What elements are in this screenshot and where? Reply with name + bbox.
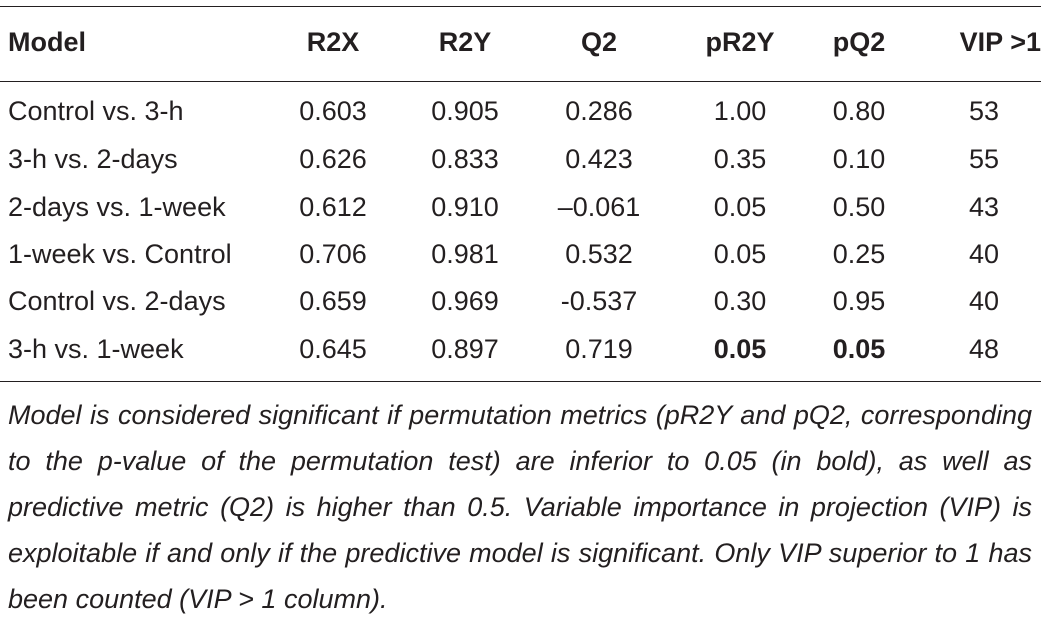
cell-q2: 0.719 (565, 334, 633, 364)
cell-r2y: 0.833 (431, 144, 499, 174)
cell-r2x: 0.645 (299, 334, 367, 364)
cell-pr2y: 0.05 (713, 334, 767, 364)
cell-r2y: 0.969 (431, 286, 499, 316)
cell-pq2: 0.05 (832, 334, 886, 364)
cell-pr2y: 1.00 (713, 96, 767, 126)
cell-pq2: 0.95 (832, 286, 886, 316)
header-pr2y: pR2Y (705, 27, 775, 57)
cell-pq2: 0.10 (832, 144, 886, 174)
cell-q2: 0.286 (565, 96, 633, 126)
cell-model: 2-days vs. 1-week (8, 192, 226, 222)
cell-model: Control vs. 3-h (8, 96, 184, 126)
cell-model: 3-h vs. 2-days (8, 144, 178, 174)
cell-model: 3-h vs. 1-week (8, 334, 184, 364)
header-vip: VIP >1 (959, 27, 1041, 57)
cell-pq2: 0.50 (832, 192, 886, 222)
table-footnote: Model is considered significant if permu… (8, 400, 1032, 614)
cell-pr2y: 0.35 (713, 144, 767, 174)
cell-r2y: 0.981 (431, 239, 499, 269)
cell-model: 1-week vs. Control (8, 239, 232, 269)
cell-vip: 40 (968, 286, 1000, 316)
header-r2x: R2X (306, 27, 360, 57)
cell-vip: 40 (968, 239, 1000, 269)
table-header-row: Model R2X R2Y Q2 pR2Y pQ2 VIP >1 (0, 19, 1041, 65)
table-header-rule (0, 81, 1041, 82)
cell-r2x: 0.603 (299, 96, 367, 126)
cell-model: Control vs. 2-days (8, 286, 226, 316)
cell-r2y: 0.910 (431, 192, 499, 222)
table-top-rule (0, 6, 1041, 7)
cell-vip: 43 (968, 192, 1000, 222)
table-bottom-rule (0, 381, 1041, 382)
cell-q2: -0.537 (560, 286, 638, 316)
cell-r2x: 0.626 (299, 144, 367, 174)
cell-pq2: 0.80 (832, 96, 886, 126)
cell-pr2y: 0.05 (713, 239, 767, 269)
cell-pq2: 0.25 (832, 239, 886, 269)
cell-vip: 55 (968, 144, 1000, 174)
cell-r2x: 0.612 (299, 192, 367, 222)
cell-q2: 0.532 (565, 239, 633, 269)
cell-pr2y: 0.30 (713, 286, 767, 316)
cell-r2x: 0.706 (299, 239, 367, 269)
header-model: Model (8, 27, 86, 57)
header-pq2: pQ2 (832, 27, 886, 57)
cell-pr2y: 0.05 (713, 192, 767, 222)
cell-vip: 48 (968, 334, 1000, 364)
cell-q2: –0.061 (557, 192, 641, 222)
table-row: 2-days vs. 1-week 0.612 0.910 –0.061 0.05 0.5… (0, 184, 1041, 230)
header-q2: Q2 (580, 27, 618, 57)
table-row: 3-h vs. 2-days 0.626 0.833 0.423 0.35 0.10 55 (0, 136, 1041, 182)
cell-r2x: 0.659 (299, 286, 367, 316)
table-row: 1-week vs. Control 0.706 0.981 0.532 0.05 0.2… (0, 231, 1041, 277)
cell-vip: 53 (968, 96, 1000, 126)
header-r2y: R2Y (438, 27, 492, 57)
cell-q2: 0.423 (565, 144, 633, 174)
table-row: 3-h vs. 1-week 0.645 0.897 0.719 0.05 0.05 48 (0, 326, 1041, 372)
table-row: Control vs. 2-days 0.659 0.969 -0.537 0.30 0.… (0, 278, 1041, 324)
cell-r2y: 0.897 (431, 334, 499, 364)
cell-r2y: 0.905 (431, 96, 499, 126)
table-row: Control vs. 3-h 0.603 0.905 0.286 1.00 0.80 53 (0, 88, 1041, 134)
